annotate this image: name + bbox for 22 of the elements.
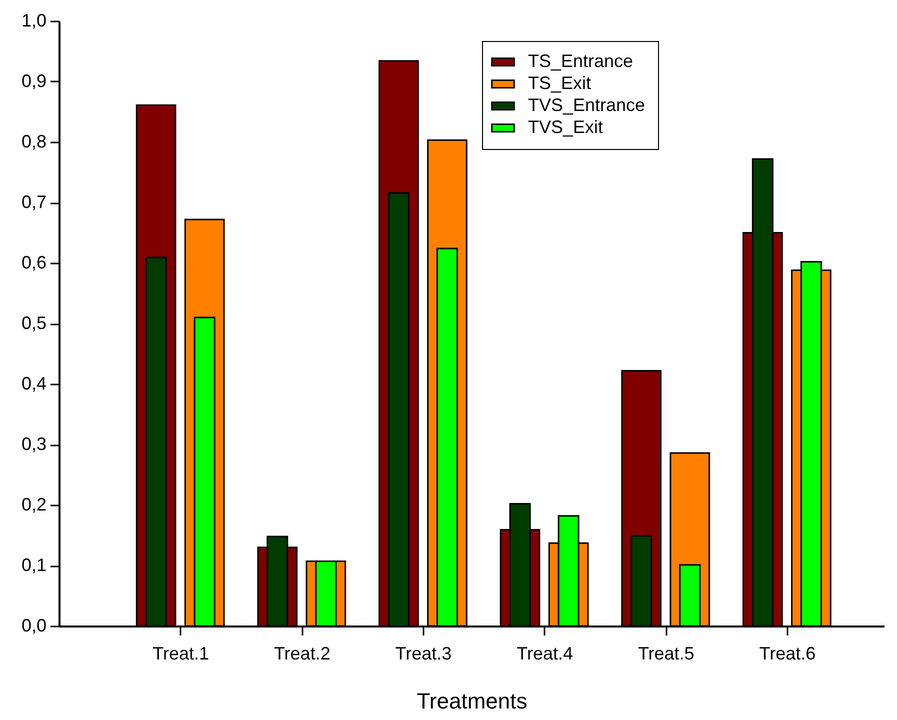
y-tick-label: 0,6 bbox=[21, 252, 46, 272]
x-tick-label: Treat.3 bbox=[395, 644, 452, 664]
x-tick-label: Treat.4 bbox=[516, 644, 573, 664]
legend-label: TVS_Entrance bbox=[528, 95, 646, 115]
x-tick-label: Treat.5 bbox=[638, 644, 694, 664]
y-tick-label: 1,0 bbox=[21, 10, 46, 30]
y-tick-label: 0,0 bbox=[21, 616, 46, 636]
legend-label: TS_Entrance bbox=[528, 51, 634, 71]
y-tick-label: 0,4 bbox=[21, 374, 46, 394]
y-tick-label: 0,3 bbox=[21, 434, 46, 454]
y-tick-label: 0,7 bbox=[21, 192, 46, 212]
legend-label: TVS_Exit bbox=[528, 117, 604, 137]
y-tick-label: 0,9 bbox=[21, 71, 46, 91]
x-tick-label: Treat.6 bbox=[759, 644, 816, 664]
y-tick-label: 0,8 bbox=[21, 132, 46, 152]
x-axis-title: Treatments bbox=[416, 688, 528, 714]
y-tick-label: 0,2 bbox=[21, 494, 46, 514]
x-tick-label: Treat.1 bbox=[152, 644, 210, 664]
y-tick-label: 0,1 bbox=[21, 555, 46, 575]
x-tick-label: Treat.2 bbox=[274, 644, 330, 664]
y-tick-label: 0,5 bbox=[21, 313, 46, 333]
legend-label: TS_Exit bbox=[528, 73, 592, 93]
